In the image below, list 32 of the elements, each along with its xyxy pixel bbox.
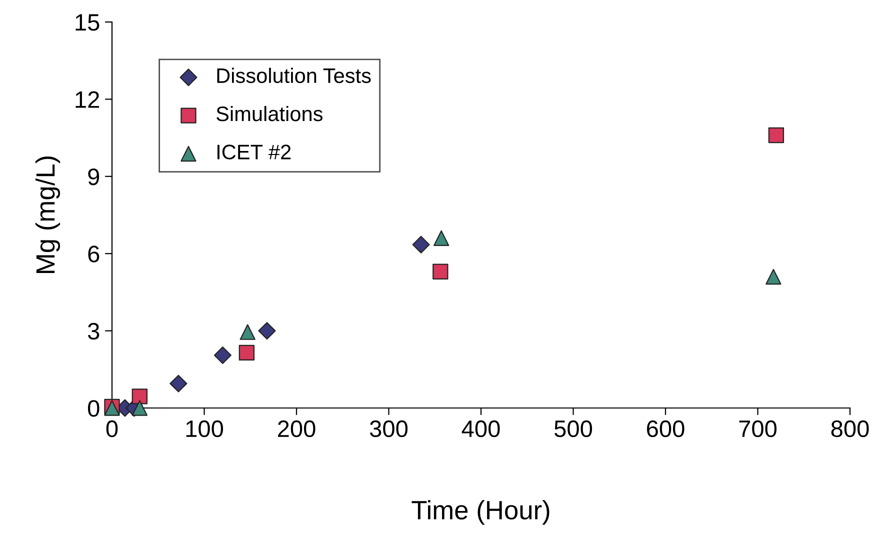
x-tick-label: 100 (186, 420, 224, 438)
y-axis-title: Mg (mg/L) (35, 156, 60, 273)
x-tick-label: 300 (370, 420, 408, 438)
legend-label: Simulations (216, 106, 322, 122)
y-tick-label: 12 (76, 91, 100, 108)
point (258, 322, 276, 340)
x-tick-label: 200 (278, 420, 316, 438)
point (132, 388, 148, 404)
point (412, 236, 430, 254)
point (238, 344, 255, 361)
x-tick-label: 800 (831, 420, 869, 438)
x-tick-label: 0 (106, 420, 118, 438)
point (768, 127, 784, 144)
point (432, 264, 448, 280)
x-axis-title: Time (Hour) (412, 500, 550, 525)
legend-label: Dissolution Tests (217, 68, 371, 84)
point (214, 346, 232, 364)
x-tick-label: 500 (554, 420, 592, 438)
y-tick-label: 0 (88, 400, 100, 417)
y-tick-label: 3 (88, 322, 100, 340)
y-tick-label: 6 (88, 246, 100, 262)
legend-label: ICET #2 (217, 144, 291, 160)
point (240, 324, 256, 340)
point (433, 230, 450, 246)
point (170, 374, 188, 392)
x-tick-label: 600 (647, 420, 684, 438)
y-tick-label: 9 (88, 168, 100, 186)
point (766, 268, 782, 285)
x-tick-label: 700 (739, 420, 777, 438)
point (132, 400, 148, 416)
y-tick-label: 15 (76, 14, 100, 31)
x-tick-label: 400 (462, 420, 500, 438)
